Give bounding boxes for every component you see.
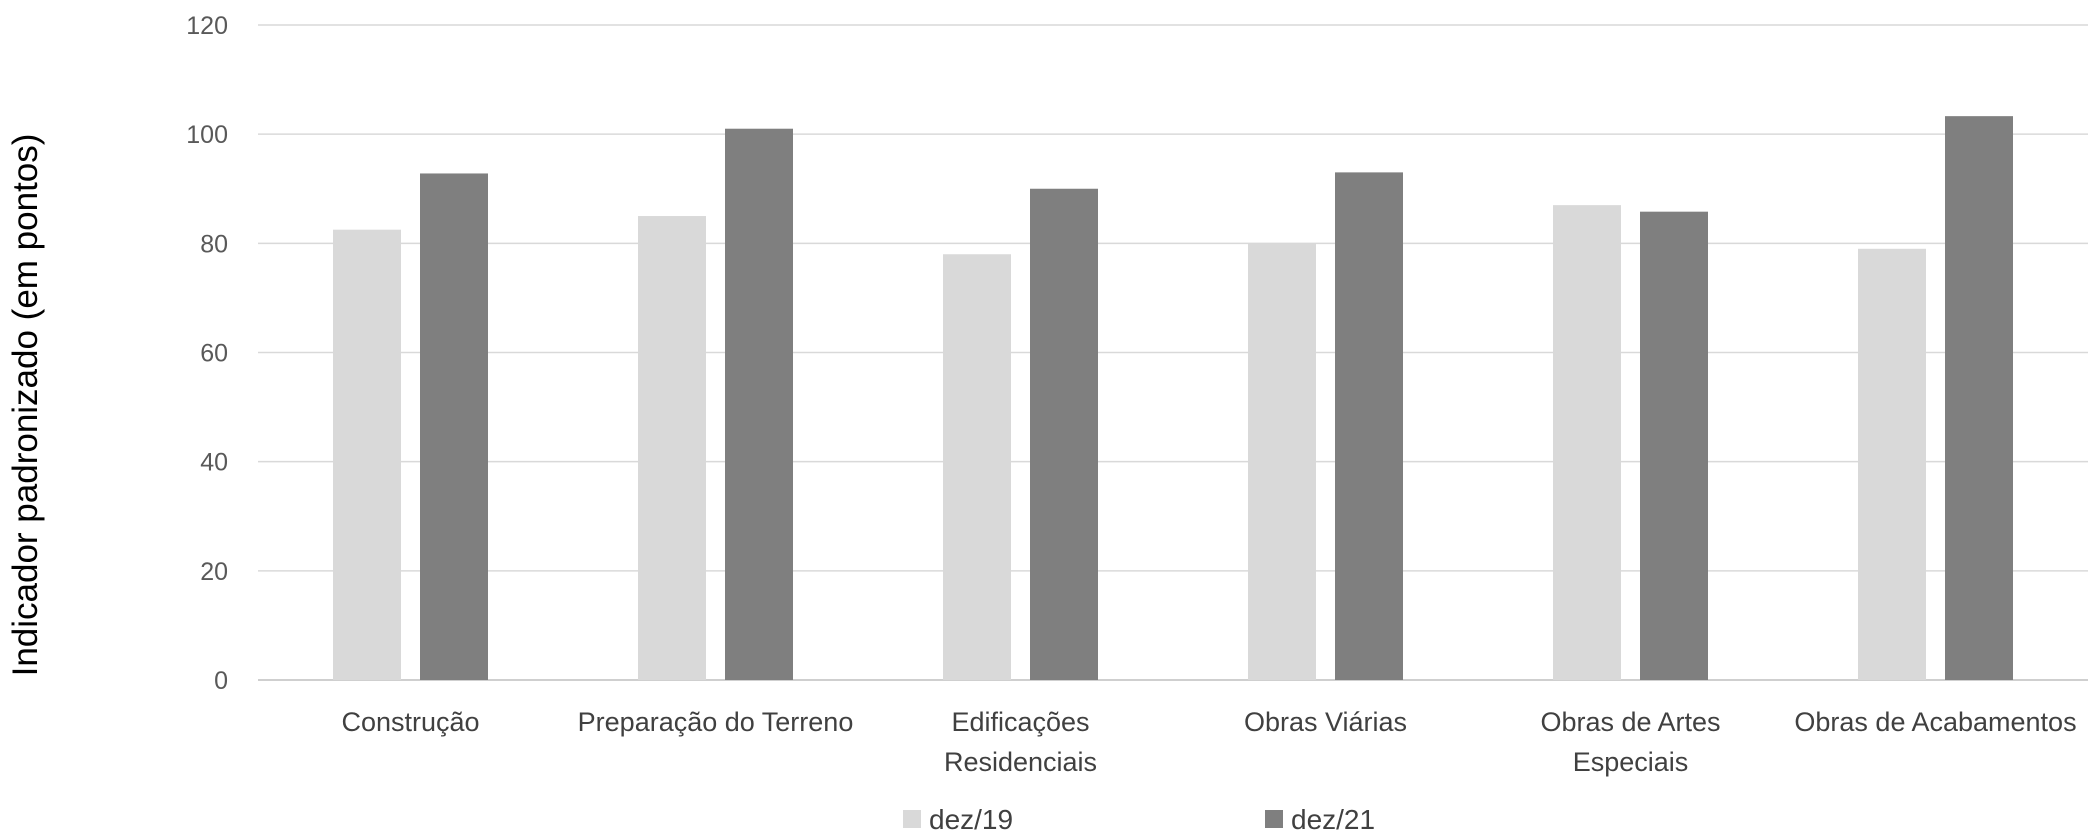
legend: dez/19 dez/21 bbox=[903, 804, 1375, 835]
legend-label: dez/19 bbox=[929, 804, 1013, 835]
y-tick-label: 60 bbox=[200, 340, 228, 368]
gridlines bbox=[258, 24, 2088, 681]
x-category-label: Edificações bbox=[951, 707, 1089, 737]
bar bbox=[638, 216, 706, 680]
bar bbox=[1248, 243, 1316, 681]
bar bbox=[333, 229, 401, 680]
x-category-label: Obras de Acabamentos bbox=[1794, 707, 2076, 737]
bar bbox=[943, 254, 1011, 680]
x-category-label: Obras Viárias bbox=[1244, 707, 1407, 737]
bar bbox=[1553, 205, 1621, 680]
legend-swatch bbox=[1265, 810, 1283, 828]
legend-swatch bbox=[903, 810, 921, 828]
bar bbox=[1640, 211, 1708, 681]
legend-label: dez/21 bbox=[1291, 804, 1375, 835]
bar bbox=[420, 173, 488, 680]
x-category-label: Preparação do Terreno bbox=[578, 707, 854, 737]
bar bbox=[1945, 116, 2013, 680]
x-category-label: Residenciais bbox=[944, 747, 1097, 777]
bars bbox=[333, 116, 2013, 681]
x-axis-categories: Construção Preparação do Terreno Edificaçõ… bbox=[341, 707, 2076, 777]
bar bbox=[1030, 188, 1098, 680]
y-tick-label: 40 bbox=[200, 449, 228, 477]
x-category-label: Construção bbox=[341, 707, 479, 737]
y-axis-ticks: 0 20 40 60 80 100 120 bbox=[186, 12, 228, 695]
y-tick-label: 0 bbox=[214, 667, 228, 695]
y-tick-label: 80 bbox=[200, 230, 228, 258]
x-category-label: Obras de Artes bbox=[1540, 707, 1720, 737]
bar bbox=[1335, 172, 1403, 680]
bar bbox=[1858, 248, 1926, 680]
bar bbox=[725, 128, 793, 681]
y-tick-label: 120 bbox=[186, 12, 228, 40]
x-category-label: Especiais bbox=[1573, 747, 1689, 777]
y-tick-label: 20 bbox=[200, 558, 228, 586]
y-tick-label: 100 bbox=[186, 121, 228, 149]
y-axis-label: Indicador padronizado (em pontos) bbox=[6, 134, 45, 677]
